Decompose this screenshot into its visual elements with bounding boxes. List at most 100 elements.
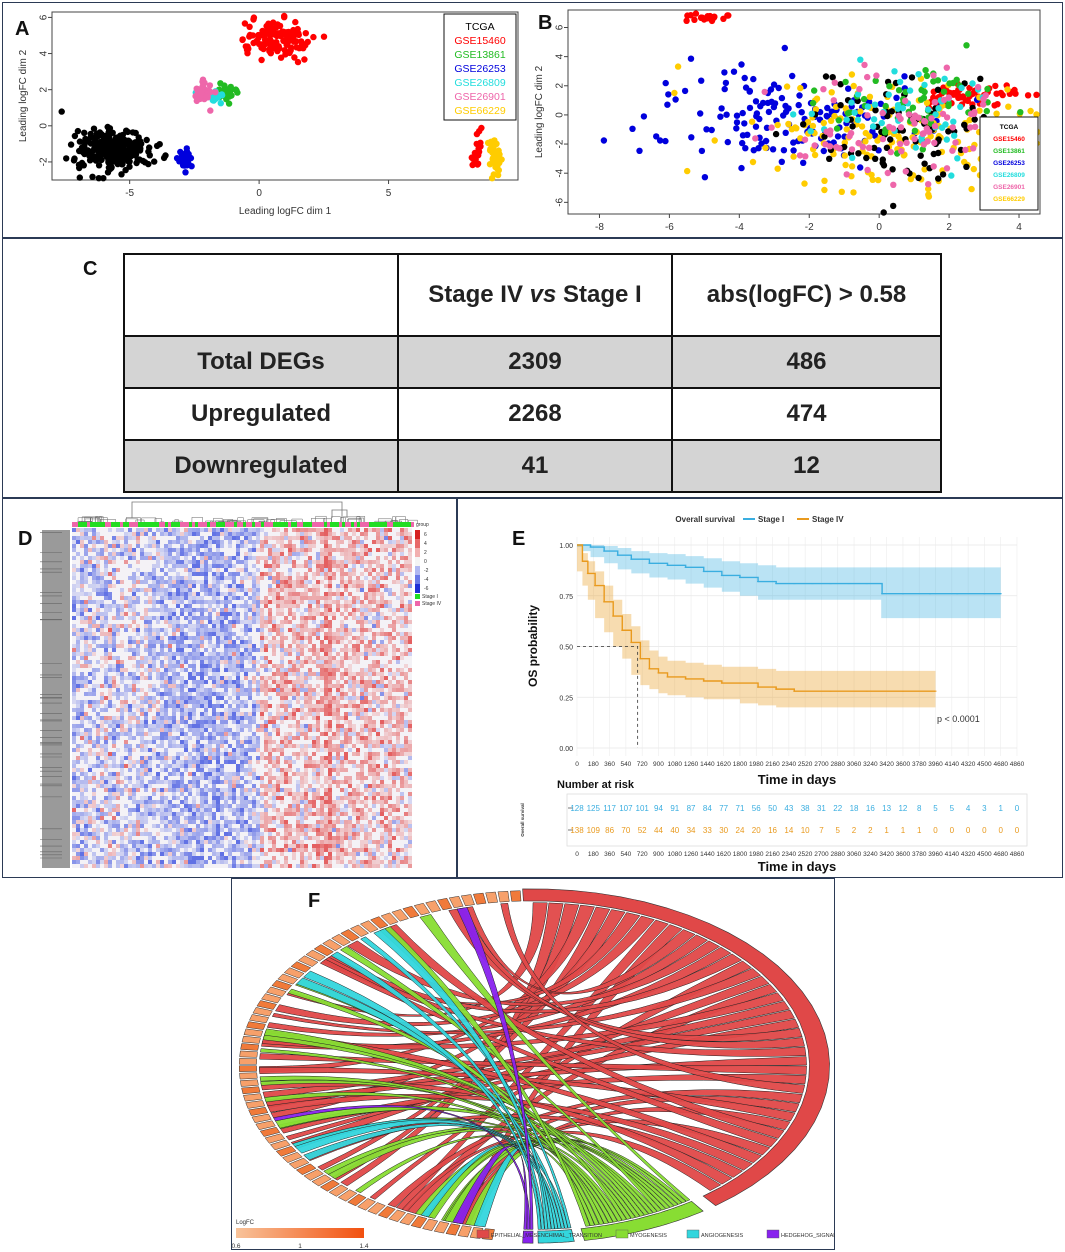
heat-cell — [196, 628, 200, 632]
heat-cell — [140, 664, 144, 668]
heat-cell — [104, 616, 108, 620]
heat-cell — [116, 528, 120, 532]
heat-cell — [168, 856, 172, 860]
row-dendrogram — [40, 530, 70, 868]
heat-cell — [168, 684, 172, 688]
heat-cell — [140, 616, 144, 620]
heat-cell — [184, 624, 188, 628]
heat-cell — [108, 584, 112, 588]
heat-cell — [180, 636, 184, 640]
heat-cell — [236, 736, 240, 740]
heat-cell — [120, 852, 124, 856]
heat-cell — [284, 692, 288, 696]
heat-cell — [268, 684, 272, 688]
heat-cell — [188, 832, 192, 836]
heat-cell — [236, 656, 240, 660]
heat-cell — [288, 844, 292, 848]
heat-cell — [156, 616, 160, 620]
heat-cell — [200, 744, 204, 748]
heat-cell — [284, 668, 288, 672]
heat-cell — [132, 588, 136, 592]
heat-cell — [276, 760, 280, 764]
heat-cell — [276, 832, 280, 836]
heat-cell — [164, 780, 168, 784]
dendrogram-branch — [315, 515, 327, 524]
heat-cell — [100, 620, 104, 624]
data-point — [762, 144, 769, 152]
heat-cell — [152, 812, 156, 816]
header-stage-i: Stage I — [563, 281, 642, 308]
heat-cell — [244, 716, 248, 720]
heat-cell — [156, 688, 160, 692]
heat-cell — [136, 536, 140, 540]
heat-cell — [148, 732, 152, 736]
heat-cell — [236, 816, 240, 820]
heat-cell — [260, 576, 264, 580]
data-point — [600, 137, 608, 144]
heat-cell — [196, 684, 200, 688]
heat-cell — [180, 560, 184, 564]
heat-cell — [96, 856, 100, 860]
group-cell — [171, 522, 174, 527]
heat-cell — [152, 596, 156, 600]
heat-cell — [192, 832, 196, 836]
heat-cell — [88, 636, 92, 640]
heat-cell — [132, 628, 136, 632]
group-cell — [303, 522, 306, 527]
heat-cell — [244, 644, 248, 648]
heat-cell — [260, 616, 264, 620]
heat-cell — [264, 828, 268, 832]
heat-cell — [116, 860, 120, 864]
heat-cell — [264, 792, 268, 796]
heat-cell — [156, 800, 160, 804]
heat-cell — [228, 584, 232, 588]
heat-cell — [92, 684, 96, 688]
heat-cell — [224, 820, 228, 824]
heat-cell — [152, 804, 156, 808]
heat-cell — [112, 644, 116, 648]
x-tick-label: -6 — [665, 222, 674, 233]
heat-cell — [264, 812, 268, 816]
heat-cell — [288, 600, 292, 604]
heat-cell — [260, 684, 264, 688]
heat-cell — [256, 584, 260, 588]
heat-cell — [88, 596, 92, 600]
heat-cell — [200, 836, 204, 840]
heat-cell — [124, 700, 128, 704]
heat-cell — [144, 724, 148, 728]
heat-cell — [240, 644, 244, 648]
heat-cell — [276, 584, 280, 588]
heat-cell — [160, 576, 164, 580]
heat-cell — [232, 860, 236, 864]
heat-cell — [188, 788, 192, 792]
heat-cell — [128, 588, 132, 592]
data-point — [857, 56, 864, 63]
heat-cell — [80, 680, 84, 684]
heat-cell — [180, 548, 184, 552]
heat-cell — [120, 680, 124, 684]
heat-cell — [184, 692, 188, 696]
heat-cell — [220, 720, 224, 724]
heat-cell — [176, 620, 180, 624]
heat-cell — [232, 632, 236, 636]
heat-cell — [120, 548, 124, 552]
heat-cell — [76, 648, 80, 652]
data-point — [692, 10, 700, 17]
row-value-logfc: 474 — [671, 387, 942, 441]
heat-cell — [296, 580, 300, 584]
heat-cell — [204, 632, 208, 636]
heat-cell — [184, 760, 188, 764]
heat-cell — [104, 620, 108, 624]
heat-cell — [204, 696, 208, 700]
heat-cell — [156, 544, 160, 548]
heat-cell — [240, 712, 244, 716]
heat-cell — [196, 864, 200, 868]
heat-cell — [80, 572, 84, 576]
legend-box — [979, 116, 1039, 211]
heat-cell — [156, 676, 160, 680]
heat-cell — [212, 552, 216, 556]
heat-cell — [152, 816, 156, 820]
heat-cell — [188, 528, 192, 532]
heat-cell — [160, 828, 164, 832]
heat-cell — [104, 800, 108, 804]
